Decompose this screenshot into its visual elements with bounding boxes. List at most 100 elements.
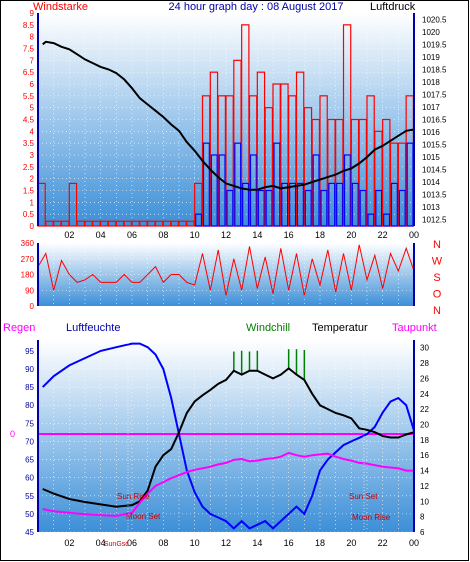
wind-avg-bar <box>328 182 336 227</box>
humidity-tick-label: 50 <box>25 510 34 519</box>
luftfeuchte-label: Luftfeuchte <box>66 322 120 334</box>
compass-tick-label: S <box>433 272 440 284</box>
wind-gust-bar <box>84 220 93 227</box>
x-tick-label: 16 <box>284 538 294 548</box>
pressure-tick-label: 1018 <box>422 78 440 87</box>
direction-tick-label: 360 <box>21 239 35 248</box>
wind-gust-bar <box>76 220 85 227</box>
wind-tick-label: 0 <box>30 222 35 231</box>
windchill-label: Windchill <box>246 322 290 334</box>
humidity-tick-label: 65 <box>25 456 34 465</box>
pressure-tick-label: 1019 <box>422 53 440 62</box>
wind-tick-label: 6 <box>30 80 35 89</box>
x-tick-label: 02 <box>64 538 74 548</box>
direction-tick-label: 0 <box>30 302 35 311</box>
wind-avg-bar <box>195 213 203 227</box>
wind-tick-label: 7 <box>30 56 35 65</box>
wind-tick-label: 7.5 <box>23 45 35 54</box>
wind-avg-bar <box>312 154 320 227</box>
temp-humidity-panel: 45 50 55 60 65 70 75 80 85 90 95 6 8 10 12 14 16 18 20 22 2… <box>10 340 429 548</box>
x-tick-label: 08 <box>158 230 168 240</box>
pressure-tick-label: 1013.5 <box>422 191 447 200</box>
wind-avg-bar <box>242 182 250 227</box>
x-tick-label: 14 <box>252 538 262 548</box>
pressure-tick-label: 1012.5 <box>422 216 447 225</box>
sun-set-label: Sun Set <box>349 492 378 501</box>
wind-tick-label: 3.5 <box>23 139 35 148</box>
humidity-tick-label: 80 <box>25 401 34 410</box>
wind-tick-label: 9 <box>30 9 35 18</box>
wind-gust-bar <box>115 220 125 227</box>
wind-avg-bar <box>265 189 273 227</box>
header-right-label: Luftdruck <box>370 1 416 13</box>
temperature-tick-label: 8 <box>420 513 425 522</box>
x-tick-label: 02 <box>64 230 74 240</box>
pressure-tick-label: 1017.5 <box>422 90 447 99</box>
wind-avg-bar <box>398 189 406 227</box>
temperature-tick-label: 26 <box>420 374 429 383</box>
temperature-tick-label: 12 <box>420 482 429 491</box>
humidity-series-line <box>41 342 415 530</box>
pressure-tick-label: 1019.5 <box>422 40 447 49</box>
rain-axis-value: 0 <box>10 429 15 439</box>
pressure-tick-label: 1014.5 <box>422 166 447 175</box>
wind-gust-bar <box>60 220 70 227</box>
wind-tick-label: 6.5 <box>23 68 35 77</box>
wind-gust-bar <box>162 220 172 227</box>
temperature-tick-label: 18 <box>420 436 429 445</box>
temperature-tick-label: 20 <box>420 420 429 429</box>
wind-tick-label: 2.5 <box>23 163 35 172</box>
pressure-tick-label: 1014 <box>422 178 440 187</box>
temperature-tick-label: 22 <box>420 405 429 414</box>
temperatur-label: Temperatur <box>312 322 368 334</box>
header-left-label: Windstarke <box>33 1 88 13</box>
temperature-tick-label: 14 <box>420 467 429 476</box>
regen-label: Regen <box>3 322 35 334</box>
wind-avg-bar <box>359 189 367 227</box>
pressure-tick-label: 1015 <box>422 153 440 162</box>
humidity-tick-label: 55 <box>25 492 34 501</box>
x-tick-label: 10 <box>190 230 200 240</box>
wind-tick-label: 2 <box>30 175 35 184</box>
wind-tick-label: 4.5 <box>23 116 35 125</box>
wind-tick-label: 8 <box>30 33 35 42</box>
wind-pressure-panel: 0 0.5 1 1.5 2 2.5 3 3.5 4 4.5 5 5.5 6 6.5 7 7.5 8 8.5 9 10… <box>23 9 447 240</box>
wind-avg-bar <box>304 189 312 227</box>
x-tick-label: 14 <box>252 230 262 240</box>
x-tick-label: 12 <box>221 538 231 548</box>
x-tick-label: 00 <box>409 538 419 548</box>
sun-axis-label: SunGsc <box>104 541 129 548</box>
x-tick-label: 22 <box>378 538 388 548</box>
pressure-tick-label: 1013 <box>422 203 440 212</box>
temperature-tick-label: 6 <box>420 528 425 537</box>
header-title: 24 hour graph day : 08 August 2017 <box>169 1 344 13</box>
wind-tick-label: 8.5 <box>23 21 35 30</box>
pressure-tick-label: 1015.5 <box>422 141 447 150</box>
wind-avg-bar <box>336 182 344 227</box>
pressure-tick-label: 1020.5 <box>422 15 447 24</box>
wind-avg-bar <box>367 213 375 227</box>
wind-tick-label: 1.5 <box>23 187 35 196</box>
wind-tick-label: 5.5 <box>23 92 35 101</box>
compass-tick-label: N <box>433 305 441 317</box>
wind-avg-bar <box>383 213 391 227</box>
direction-tick-label: 270 <box>21 255 35 264</box>
x-tick-label: 04 <box>96 230 106 240</box>
wind-gust-bar <box>100 220 109 227</box>
moon-set-label: Moon Set <box>126 512 161 521</box>
wind-gust-bar <box>123 220 132 227</box>
wind-gust-bar <box>186 220 195 227</box>
wind-tick-label: 4 <box>30 127 35 136</box>
humidity-tick-label: 70 <box>25 437 34 446</box>
x-tick-label: 10 <box>190 538 200 548</box>
wind-gust-bar <box>68 182 78 227</box>
pressure-series-line <box>42 40 415 191</box>
moon-rise-label: Moon Rise <box>352 513 391 522</box>
wind-avg-bar <box>226 189 234 227</box>
wind-avg-bar <box>390 182 398 227</box>
dewpoint-series-line <box>42 451 414 517</box>
